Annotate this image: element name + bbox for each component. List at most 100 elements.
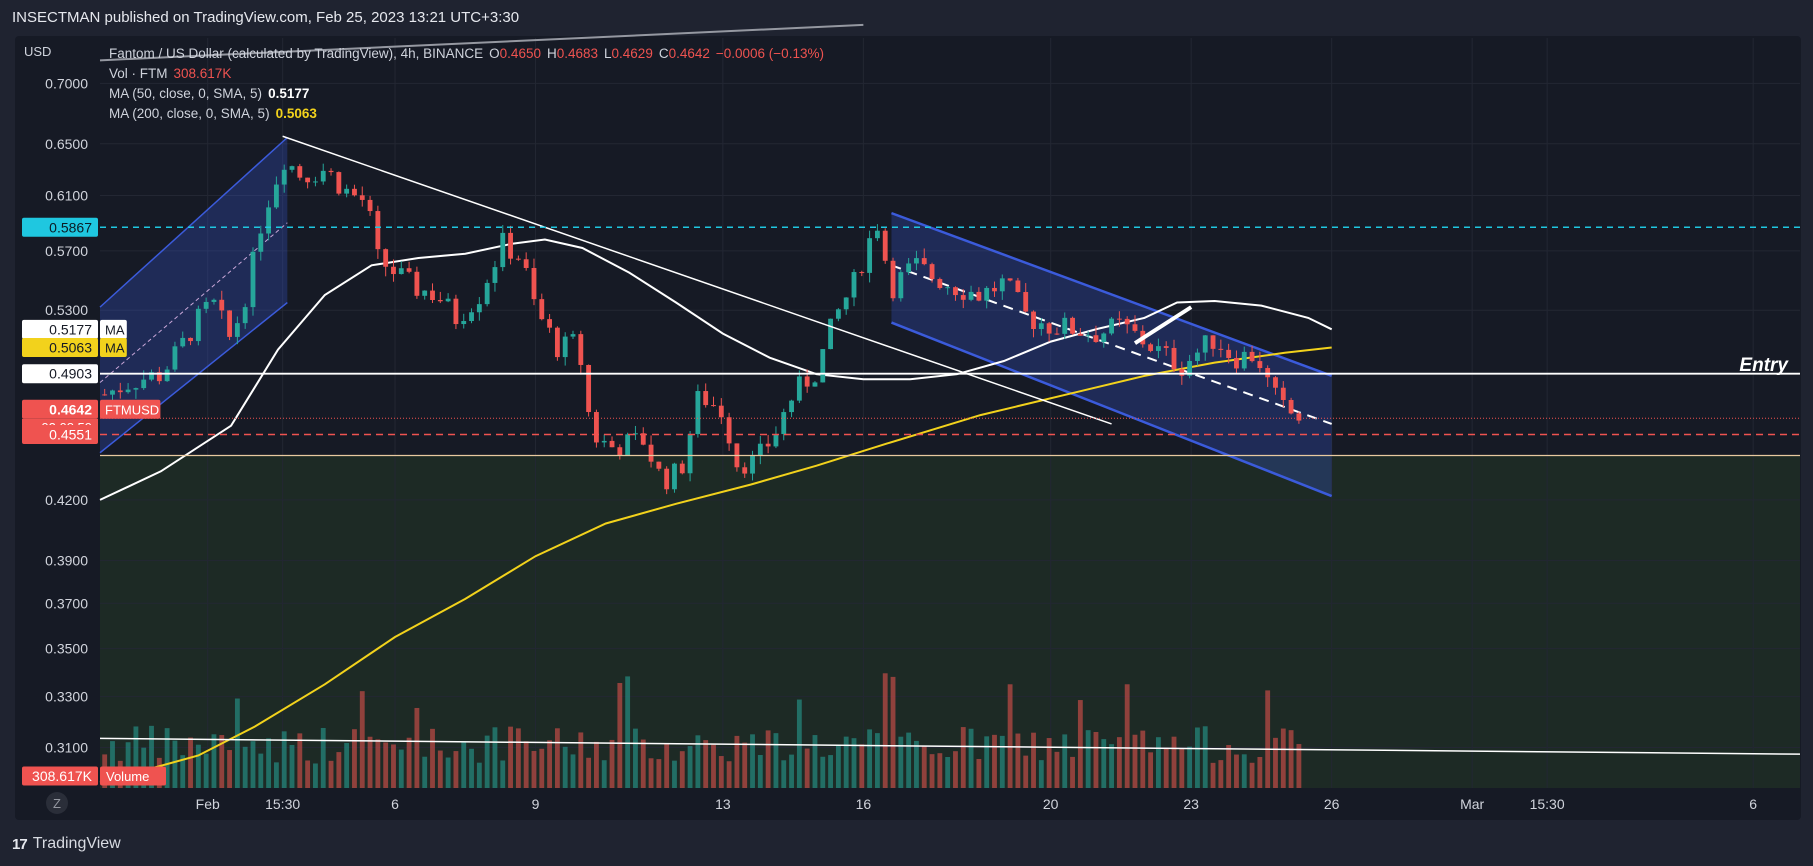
candle-body: [359, 195, 365, 200]
volume-bar: [359, 691, 365, 788]
candle-body: [953, 287, 958, 296]
volume-bar: [968, 728, 974, 788]
volume-bar: [1015, 733, 1021, 788]
price-label-box: [22, 319, 98, 339]
volume-bar: [1054, 751, 1060, 788]
volume-bar: [1280, 728, 1286, 788]
candle-body: [554, 327, 560, 358]
volume-bar: [273, 762, 279, 788]
grid-lines: [100, 38, 1800, 788]
volume-bar: [406, 737, 412, 788]
candle-body: [757, 443, 763, 455]
volume-label-value: 308.617K: [32, 768, 93, 784]
volume-bar: [227, 750, 232, 788]
candle-body: [1062, 317, 1068, 334]
volume-bar: [812, 735, 818, 788]
candle-body: [461, 321, 467, 325]
falling-channel-mid: [891, 264, 1333, 425]
volume-bar: [859, 744, 865, 788]
volume-bar: [921, 745, 927, 788]
volume-bar: [492, 727, 498, 788]
candle-body: [999, 278, 1005, 292]
price-label-tag-box: [100, 319, 127, 339]
volume-bar: [609, 739, 615, 788]
candle-body: [812, 382, 818, 387]
volume-bar: [445, 757, 451, 788]
volume-bar: [750, 734, 755, 788]
volume-bar: [999, 735, 1005, 788]
volume-bar: [617, 682, 623, 788]
volume-bar: [203, 753, 209, 788]
trend-lines: [99, 23, 1801, 755]
candle-body: [664, 468, 670, 490]
volume-bar: [1202, 726, 1208, 788]
top-trendline: [99, 23, 864, 62]
volume-bar: [188, 737, 193, 788]
candle-body: [1007, 278, 1013, 281]
y-tick-label: 0.3900: [45, 552, 88, 568]
volume-bar: [664, 743, 670, 788]
price-label-tag: MA: [105, 322, 125, 337]
candle-body: [570, 334, 576, 337]
candle-body: [874, 230, 880, 239]
candle-body: [1265, 368, 1271, 378]
candle-body: [937, 279, 943, 288]
candle-body: [906, 263, 912, 273]
currency-label: USD: [24, 44, 51, 59]
volume-bar: [1265, 690, 1271, 788]
volume-bar: [320, 727, 326, 788]
candle-body: [1085, 335, 1091, 337]
candle-body: [820, 349, 826, 383]
candle-body: [914, 258, 919, 264]
candle-body: [437, 300, 443, 302]
y-tick-label: 0.6100: [45, 188, 88, 204]
volume-bar: [882, 673, 888, 788]
candle-body: [250, 251, 256, 308]
volume-bar: [578, 732, 584, 788]
volume-bar: [328, 760, 334, 788]
price-label-tag-box: [100, 399, 161, 419]
candle-body: [266, 207, 272, 234]
candle-body: [320, 170, 326, 182]
candle-body: [156, 372, 162, 382]
candle-body: [656, 461, 662, 469]
volume-bar: [1101, 739, 1107, 788]
volume-bar: [718, 756, 724, 788]
volume-bar: [1038, 760, 1044, 788]
x-tick-label: 15:30: [1530, 796, 1565, 812]
volume-bar: [765, 730, 771, 788]
timezone-button[interactable]: Z: [46, 792, 68, 814]
volume-label-tag: Volume: [106, 769, 149, 784]
candle-body: [1015, 280, 1021, 293]
candle-body: [1132, 324, 1138, 331]
price-labels: 0.5867 0.5177 MA 0.5063 MA 0.4903 0.4642 FTMUSD…: [22, 217, 166, 786]
volume-bar: [164, 728, 170, 788]
timezone-icon: Z: [53, 796, 61, 811]
volume-bar: [367, 736, 373, 788]
candle-body: [835, 309, 841, 319]
volume-bar: [461, 742, 467, 788]
candle-body: [539, 299, 545, 320]
candle-body: [609, 440, 615, 448]
candle-body: [765, 443, 771, 447]
candle-body: [945, 287, 951, 289]
volume-bar: [937, 753, 943, 788]
candle-body: [859, 272, 865, 274]
legend-volume: Vol · FTM 308.617K: [109, 66, 231, 81]
candle-body: [305, 177, 311, 183]
price-label-box: [22, 364, 98, 384]
volume-bar: [1296, 744, 1302, 788]
candle-body: [1023, 292, 1029, 312]
volume-bar: [562, 746, 568, 788]
y-tick-label: 0.3300: [45, 689, 88, 705]
candle-body: [110, 390, 115, 395]
volume-bar: [547, 740, 553, 788]
volume-bar: [344, 743, 350, 788]
rising-channel-top: [99, 136, 288, 308]
candle-body: [149, 372, 154, 380]
volume-bar: [1155, 737, 1161, 788]
candle-body: [625, 434, 631, 456]
volume-bar: [1077, 700, 1083, 788]
volume-bar: [281, 731, 287, 788]
